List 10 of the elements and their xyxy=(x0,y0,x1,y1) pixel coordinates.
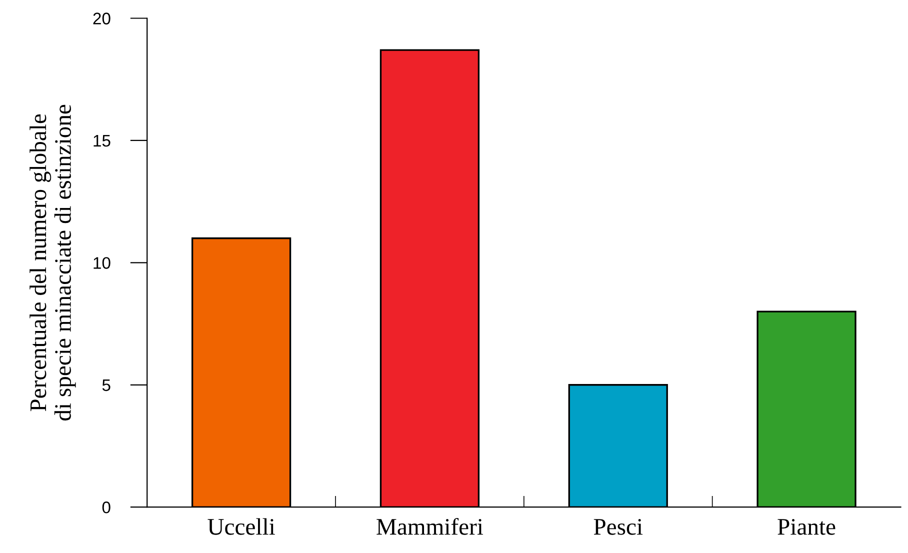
x-tick-label: Uccelli xyxy=(208,518,275,535)
y-tick-label: 20 xyxy=(93,12,110,24)
x-tick-label: Piante xyxy=(778,518,836,535)
y-tick-label: 10 xyxy=(94,257,110,269)
y-axis-title: Percentuale del numero globale di specie minacciate di estinzione xyxy=(30,104,76,420)
y-tick-label: 0 xyxy=(102,502,110,514)
y-tick-label: 15 xyxy=(94,135,110,147)
y-tick-label: 5 xyxy=(102,379,110,392)
x-tick-label: Mammiferi xyxy=(376,518,484,535)
x-tick-label: Pesci xyxy=(594,518,643,535)
